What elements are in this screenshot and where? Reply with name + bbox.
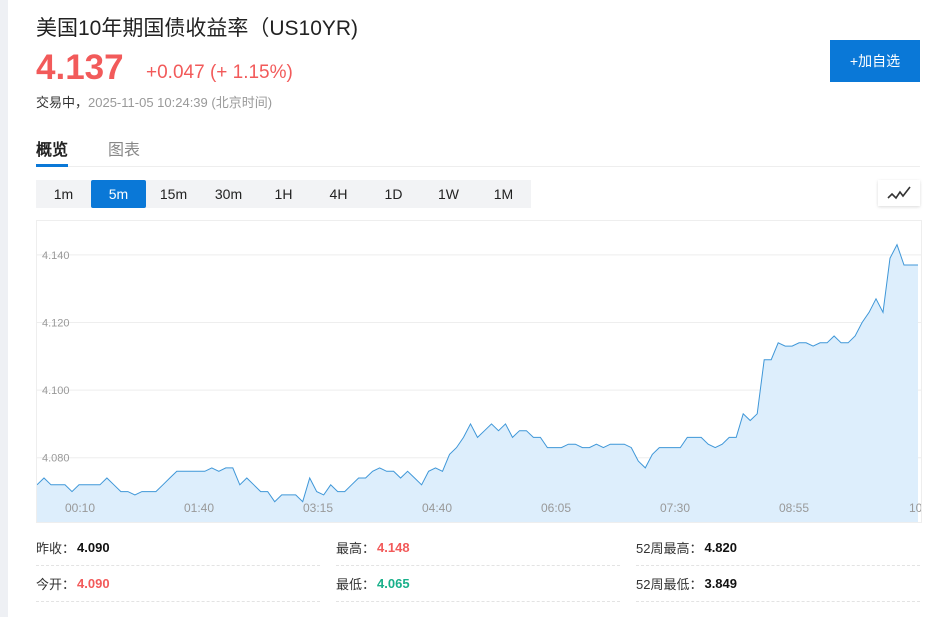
y-tick-label: 4.140: [42, 250, 70, 262]
status-text: 交易中，: [36, 95, 89, 110]
stat-value: 4.090: [77, 576, 110, 591]
stats-row: 昨收： 4.090 最高： 4.148 52周最高： 4.820: [36, 530, 920, 566]
timestamp: 2025-11-05 10:24:39 (北京时间): [88, 95, 273, 110]
x-tick-label: 00:10: [65, 501, 95, 515]
stat-value: 4.820: [704, 540, 738, 555]
x-tick-label: 01:40: [184, 501, 214, 515]
period-selector: 1m 5m 15m 30m 1H 4H 1D 1W 1M: [36, 180, 531, 208]
stat-value: 4.065: [377, 576, 410, 591]
stat-label: 52周最低：: [636, 577, 703, 592]
period-5m[interactable]: 5m: [91, 180, 146, 208]
stats-table: 昨收： 4.090 最高： 4.148 52周最高： 4.820 今开： 4.090 最…: [36, 530, 920, 602]
chart-svg: 4.080 4.100 4.120 4.140 00:10 01:40 03:15 04:40…: [36, 243, 933, 522]
current-price: 4.137: [36, 48, 124, 87]
stat-label: 昨收：: [36, 541, 76, 556]
price-line: [36, 243, 918, 503]
stat-value: 4.090: [77, 540, 110, 555]
period-4h[interactable]: 4H: [329, 186, 348, 202]
y-tick-label: 4.080: [42, 453, 70, 465]
period-15m[interactable]: 15m: [159, 186, 188, 202]
stat-high: 最高： 4.148: [336, 530, 620, 566]
stat-label: 最高：: [336, 541, 376, 556]
tab-bar: 概览 图表: [36, 130, 920, 167]
stat-low: 最低： 4.065: [336, 566, 620, 602]
x-tick-label: 06:05: [541, 501, 571, 515]
x-tick-label: 03:15: [303, 501, 333, 515]
period-30m[interactable]: 30m: [214, 186, 243, 202]
stats-row: 今开： 4.090 最低： 4.065 52周最低： 3.849: [36, 566, 920, 602]
line-chart-icon: [887, 186, 911, 200]
period-1mo[interactable]: 1M: [493, 186, 514, 202]
tab-chart[interactable]: 图表: [108, 142, 141, 159]
stat-prev-close: 昨收： 4.090: [36, 530, 320, 566]
chart-type-button[interactable]: [878, 180, 920, 206]
x-tick-label: 10:2: [909, 501, 921, 515]
stat-value: 3.849: [704, 576, 738, 591]
period-1m[interactable]: 1m: [53, 186, 74, 202]
left-sidebar-edge: [0, 0, 8, 617]
stat-open: 今开： 4.090: [36, 566, 320, 602]
page-title: 美国10年期国债收益率（US10YR): [36, 17, 359, 40]
stat-52w-high: 52周最高： 4.820: [636, 530, 920, 566]
period-1d[interactable]: 1D: [384, 186, 403, 202]
period-1h[interactable]: 1H: [274, 186, 293, 202]
y-tick-label: 4.120: [42, 317, 70, 329]
change-percent: (+ 1.15%): [209, 62, 293, 83]
stat-label: 今开：: [36, 577, 76, 592]
change-value: +0.047: [146, 62, 205, 83]
stat-label: 最低：: [336, 577, 376, 592]
price-chart: 4.080 4.100 4.120 4.140 00:10 01:40 03:15 04:40…: [36, 220, 933, 523]
stat-value: 4.148: [377, 540, 410, 555]
x-tick-label: 07:30: [660, 501, 690, 515]
price-change: +0.047 (+ 1.15%): [146, 62, 293, 84]
period-1w[interactable]: 1W: [438, 186, 459, 202]
stat-52w-low: 52周最低： 3.849: [636, 566, 920, 602]
y-tick-label: 4.100: [42, 385, 70, 397]
x-tick-label: 04:40: [422, 501, 452, 515]
x-tick-label: 08:55: [779, 501, 809, 515]
tab-overview[interactable]: 概览: [36, 136, 69, 167]
stat-label: 52周最高：: [636, 541, 703, 556]
area-fill: [37, 244, 918, 522]
trading-status: 交易中，2025-11-05 10:24:39 (北京时间): [36, 92, 272, 111]
add-to-watchlist-button[interactable]: +加自选: [830, 40, 920, 82]
